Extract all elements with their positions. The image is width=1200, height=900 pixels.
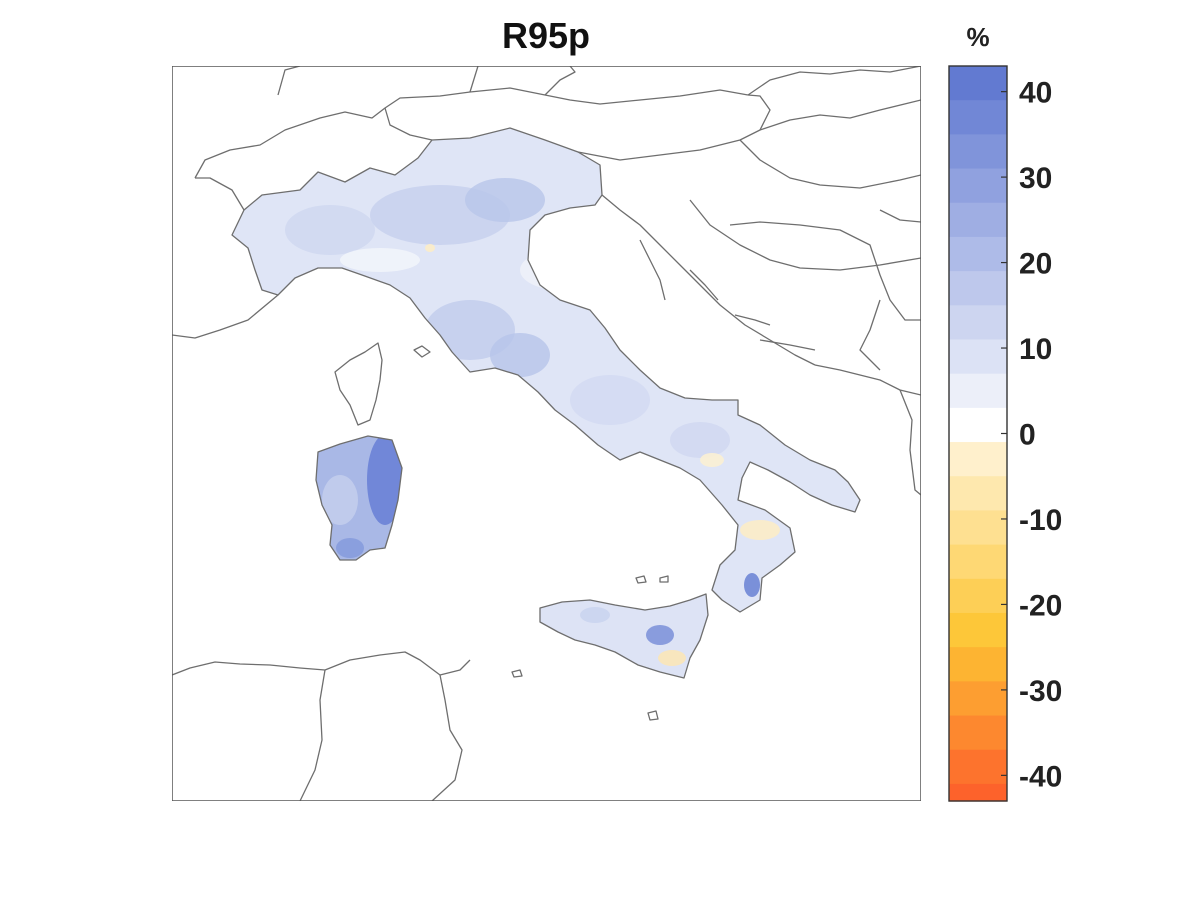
colorbar-band [949,407,1007,443]
colorbar-band [949,681,1007,717]
colorbar-band [949,305,1007,341]
colorbar-band [949,442,1007,477]
colorbar-band [949,544,1007,580]
colorbar-band [949,749,1007,785]
colorbar-band [949,271,1007,306]
colorbar-tick-label: 30 [1019,162,1052,195]
coastlines-borders [172,66,921,801]
colorbar-tick-label: 10 [1019,333,1052,366]
map-panel [172,66,921,801]
colorbar-band [949,510,1007,546]
colorbar-band [949,202,1007,238]
colorbar-unit: % [966,22,989,52]
colorbar-gradient [949,66,1007,802]
colorbar-tick-label: 20 [1019,248,1052,281]
colorbar-band [949,236,1007,272]
colorbar: % 40 30 20 10 0 -10 -20 -30 -40 [948,22,1062,802]
colorbar-band [949,578,1007,614]
colorbar-band [949,647,1007,682]
colorbar-band [949,100,1007,135]
colorbar-tick-label: -40 [1019,760,1062,793]
data-field-sardinia [316,436,402,560]
colorbar-band [949,339,1007,375]
colorbar-tick-label: -10 [1019,504,1062,537]
colorbar-band [949,168,1007,204]
map-title: R95p [502,15,590,56]
colorbar-band [949,373,1007,409]
colorbar-ticks: 40 30 20 10 0 -10 -20 -30 -40 [1001,77,1062,793]
data-field-sicily [540,594,708,678]
colorbar-band [949,134,1007,170]
colorbar-tick-label: -20 [1019,589,1062,622]
colorbar-band [949,715,1007,751]
colorbar-band [949,476,1007,512]
colorbar-tick-label: 40 [1019,77,1052,110]
colorbar-band [949,612,1007,648]
colorbar-band [949,66,1007,101]
colorbar-tick-label: -30 [1019,675,1062,708]
colorbar-band [949,783,1007,802]
colorbar-tick-label: 0 [1019,419,1036,452]
